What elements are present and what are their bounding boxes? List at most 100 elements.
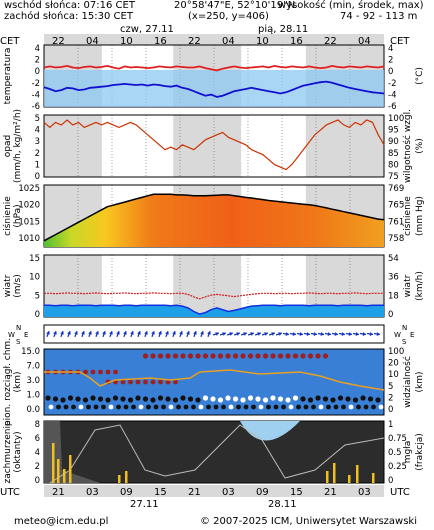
cloud-dot bbox=[60, 397, 66, 403]
cloud-dot bbox=[236, 404, 241, 410]
cloud-dot bbox=[281, 404, 286, 410]
cloud-dot bbox=[292, 395, 299, 401]
cloud-dot bbox=[142, 396, 149, 402]
wind-arrow bbox=[275, 332, 283, 336]
cloud-dot bbox=[143, 379, 148, 385]
cloud-dot bbox=[266, 404, 271, 410]
cloud-dot bbox=[75, 396, 81, 402]
bottom-hour-label: 03 bbox=[358, 487, 371, 498]
day1-top-label: czw, 27.11 bbox=[120, 24, 174, 35]
wind-arrow bbox=[240, 332, 248, 336]
cloud-dot bbox=[180, 353, 186, 359]
cloud-dot bbox=[173, 379, 178, 385]
cloud-dot bbox=[150, 397, 156, 403]
right-tick-label: 0.5 bbox=[388, 448, 402, 458]
left-tick-label: 3 bbox=[35, 137, 40, 147]
wind-arrow bbox=[310, 332, 318, 336]
cloud-dot bbox=[93, 404, 99, 410]
wind-arrow bbox=[130, 330, 134, 338]
cloud-dot bbox=[67, 395, 74, 401]
precip-label: opad bbox=[3, 135, 13, 157]
wind-arrow bbox=[345, 332, 353, 336]
wind-arrow bbox=[123, 330, 127, 338]
cloud-dot bbox=[277, 396, 284, 402]
left-tick-label: -4 bbox=[32, 90, 40, 100]
pressure-unit-label: (hPa) bbox=[13, 204, 23, 227]
left-tick-label: 15 bbox=[29, 254, 40, 264]
cloud-dot bbox=[371, 404, 376, 410]
cloud-dot bbox=[210, 396, 216, 402]
pressure-panel: 1025 1020 1015 1010 769 765 761 758 bbox=[18, 184, 404, 248]
fog-bar bbox=[348, 475, 351, 483]
cloud-dot bbox=[176, 404, 181, 410]
cloud-dot bbox=[165, 353, 171, 359]
top-hour-label: 16 bbox=[154, 36, 167, 47]
right-tick-label: -4 bbox=[388, 90, 396, 100]
left-tick-label: 2 bbox=[35, 149, 40, 159]
pressure-mmhg-unit-label: (mm Hg) bbox=[415, 196, 425, 236]
bottom-hour-label: 21 bbox=[324, 487, 337, 498]
humidity-label: wilgotność wzgl. bbox=[402, 109, 413, 183]
wind-arrow bbox=[233, 332, 241, 336]
wind-arrow bbox=[261, 332, 269, 336]
top-hour-label: 22 bbox=[188, 36, 201, 47]
cloud-cover-label: zachmurzenie bbox=[3, 420, 13, 484]
wind-arrow bbox=[254, 332, 262, 336]
wind-arrow bbox=[67, 330, 71, 338]
cloud-dot bbox=[206, 404, 211, 410]
visibility-line bbox=[44, 369, 385, 391]
cloud-dot bbox=[296, 404, 301, 410]
footer-email[interactable]: meteo@icm.edu.pl bbox=[14, 516, 108, 527]
fog-label: mgła bbox=[403, 441, 413, 464]
fog-bar bbox=[326, 471, 329, 483]
top-hour-label: 16 bbox=[290, 36, 303, 47]
cloud-dot bbox=[326, 404, 331, 410]
right-tick-label: 0.25 bbox=[388, 462, 407, 472]
wind-avg-area bbox=[44, 305, 384, 317]
wind-arrow bbox=[165, 330, 169, 338]
wind-arrow bbox=[303, 332, 311, 336]
cloud-dot bbox=[135, 379, 141, 385]
wind-arrow bbox=[366, 332, 374, 336]
cloud-dot bbox=[56, 404, 61, 410]
left-tick-label: 15.0 bbox=[21, 347, 40, 357]
left-tick-label: 1 bbox=[35, 160, 40, 170]
cloud-dot bbox=[247, 353, 254, 359]
wind-arrow bbox=[172, 330, 176, 338]
right-tick-label: 769 bbox=[388, 184, 404, 194]
right-tick-label: 4 bbox=[388, 44, 393, 54]
wind-compass-e: E bbox=[410, 331, 414, 339]
cloud-dot bbox=[228, 404, 234, 410]
top-hour-label: 22 bbox=[324, 36, 337, 47]
left-tick-label: 0 bbox=[35, 476, 40, 486]
cloud-dot bbox=[120, 379, 126, 385]
bottom-time-axis: UTC UTC 27.11 28.11 21 03 09 15 21 03 09 15 21 03 bbox=[0, 485, 410, 510]
cloud-dot bbox=[356, 404, 361, 410]
day2-bottom-label: 28.11 bbox=[268, 499, 297, 510]
right-tick-label: 5 bbox=[388, 382, 393, 392]
cloud-dot bbox=[243, 404, 249, 410]
cloud-dot bbox=[120, 396, 126, 402]
cloud-dot bbox=[202, 395, 209, 401]
cloud-dot bbox=[247, 395, 254, 401]
cloud-dot bbox=[153, 404, 159, 410]
pressure-label: ciśnienie bbox=[2, 196, 13, 236]
right-tick-label: 2 bbox=[388, 56, 393, 66]
temperature-label: temperatura bbox=[3, 48, 13, 105]
right-tick-label: 54 bbox=[388, 254, 399, 264]
cloud-dot bbox=[322, 353, 329, 359]
cloud-dot bbox=[315, 353, 321, 359]
right-tick-label: 0 bbox=[388, 405, 393, 415]
cloud-dot bbox=[105, 397, 111, 403]
left-tick-label: 8 bbox=[35, 420, 40, 430]
right-tick-label: 761 bbox=[388, 217, 404, 227]
cloud-dot bbox=[90, 395, 96, 401]
fog-bar bbox=[57, 459, 60, 483]
right-tick-label: 758 bbox=[388, 234, 404, 244]
fog-bar bbox=[118, 475, 121, 483]
wind-arrow bbox=[88, 330, 92, 338]
cloud-dot bbox=[108, 404, 114, 410]
wind-arrow bbox=[373, 332, 381, 336]
cloud-dot bbox=[262, 353, 269, 359]
wind-arrow bbox=[226, 332, 234, 336]
